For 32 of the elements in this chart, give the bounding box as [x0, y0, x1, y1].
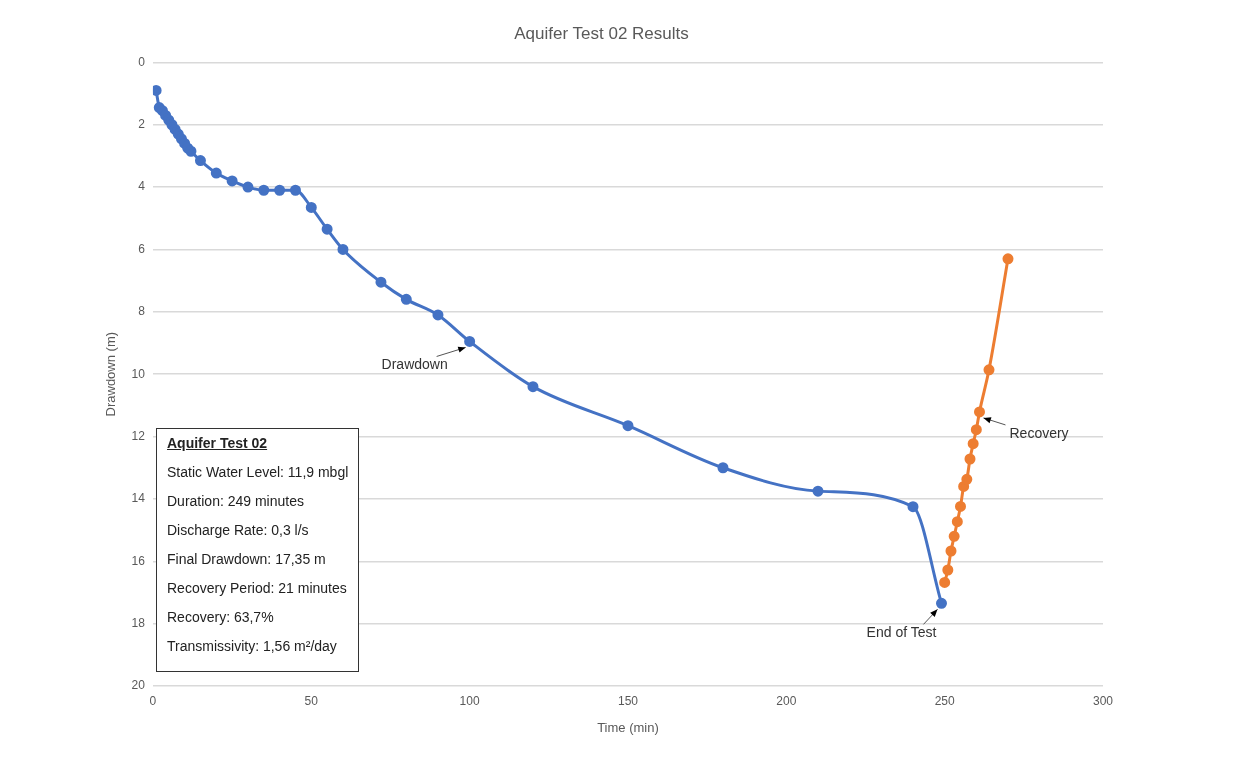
- y-tick-label: 12: [131, 428, 146, 443]
- annotation: Discharge Rate: 0,3 l/s: [167, 522, 310, 538]
- annotation: Aquifer Test 02: [167, 435, 269, 451]
- x-axis-title: Time (min): [597, 719, 659, 735]
- annotation: Recovery: 63,7%: [167, 609, 275, 625]
- x-tick-label: 150: [617, 693, 639, 708]
- y-tick-label: 20: [131, 678, 146, 693]
- y-tick-label: 18: [131, 615, 146, 630]
- annotation: Recovery: [1009, 424, 1069, 441]
- annotation: Transmissivity: 1,56 m²/day: [167, 638, 338, 654]
- x-tick-label: 200: [776, 693, 797, 708]
- chart-title: Aquifer Test 02 Results: [514, 23, 689, 43]
- y-tick-label: 10: [131, 366, 146, 381]
- annotation: End of Test: [866, 624, 937, 641]
- annotation: Duration: 249 minutes: [167, 493, 305, 509]
- y-tick-label: 16: [131, 553, 146, 568]
- x-tick-label: 300: [1092, 693, 1114, 708]
- x-tick-label: 100: [459, 693, 480, 708]
- y-tick-label: 14: [131, 491, 146, 506]
- y-axis-title: Drawdown (m): [103, 331, 119, 417]
- y-tick-label: 2: [138, 117, 146, 132]
- annotation: Static Water Level: 11,9 mbgl: [167, 464, 349, 480]
- x-tick-label: 250: [934, 693, 955, 708]
- y-tick-label: 4: [138, 179, 146, 194]
- annotation: Recovery Period: 21 minutes: [167, 580, 348, 596]
- annotation: Drawdown: [381, 356, 448, 373]
- y-tick-label: 8: [138, 304, 146, 319]
- y-tick-label: 0: [138, 54, 146, 69]
- y-tick-label: 6: [138, 241, 146, 256]
- x-tick-label: 0: [149, 693, 157, 708]
- x-tick-label: 50: [304, 693, 319, 708]
- annotation: Final Drawdown: 17,35 m: [167, 551, 327, 567]
